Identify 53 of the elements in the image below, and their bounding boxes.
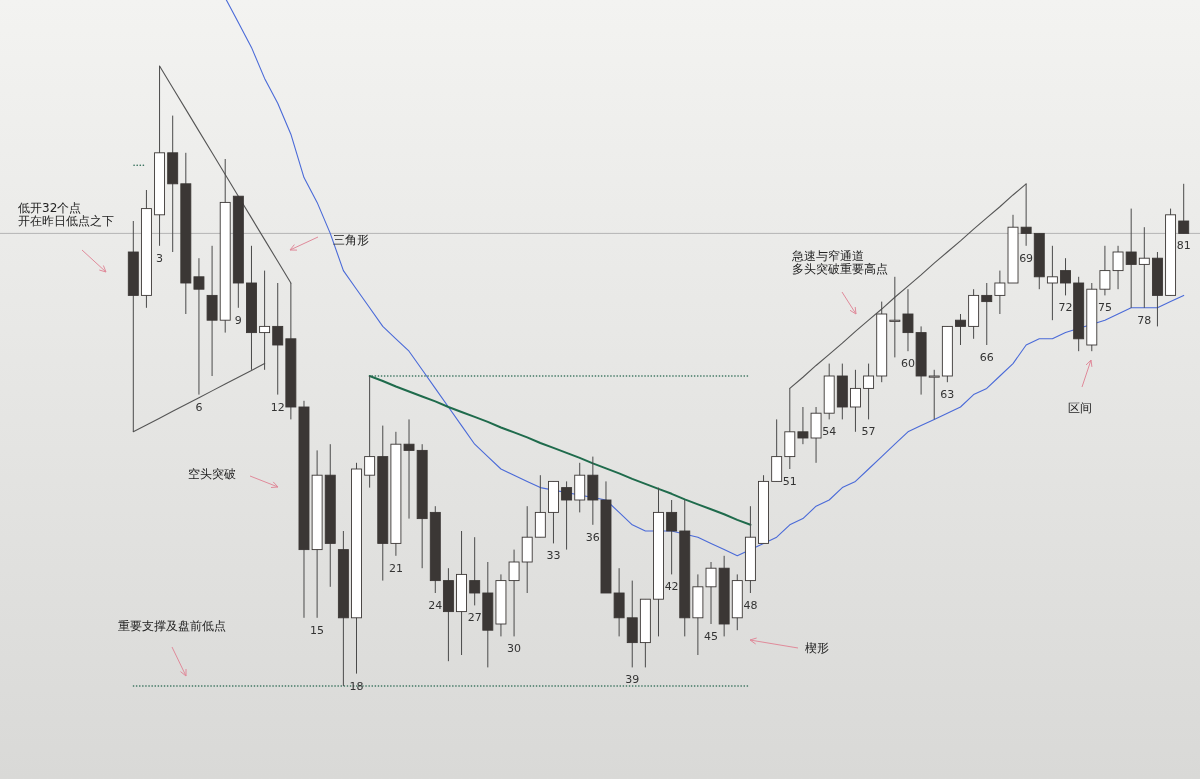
annotation: 空头突破 xyxy=(188,467,236,481)
x-tick-label: 36 xyxy=(585,530,600,544)
annotation: 多头突破重要高点 xyxy=(792,262,888,276)
x-tick-label: 54 xyxy=(822,425,837,439)
text: 开在昨日低点之下 xyxy=(18,214,114,228)
x-tick-label: 3 xyxy=(156,251,164,265)
x-tick-label: 30 xyxy=(507,642,522,656)
annotation: 急速与窄通道 xyxy=(791,249,864,263)
x-tick-label: 81 xyxy=(1176,239,1191,253)
candlestick xyxy=(272,282,284,396)
candlestick xyxy=(561,480,573,551)
x-tick-label: 18 xyxy=(349,679,364,693)
x-tick-label: 27 xyxy=(467,611,482,625)
x-tick-label: 24 xyxy=(428,599,443,612)
candlestick xyxy=(1138,226,1150,309)
x-tick-label: 45 xyxy=(704,630,719,643)
candlestick xyxy=(666,499,678,575)
x-tick-label: 12 xyxy=(270,400,285,414)
candlestick xyxy=(955,313,966,346)
candlestick xyxy=(928,369,940,420)
x-tick-label: 15 xyxy=(310,623,325,637)
candlestick xyxy=(469,536,481,606)
annotation: 重要支撑及盘前低点 xyxy=(118,619,226,633)
x-tick-label: 42 xyxy=(664,580,679,594)
text: 低开32个点 xyxy=(18,201,82,215)
candlestick xyxy=(850,369,861,433)
x-tick-label: 66 xyxy=(979,351,994,364)
candlestick xyxy=(1178,183,1190,234)
x-tick-label: 63 xyxy=(940,388,955,402)
x-tick-label: 75 xyxy=(1097,301,1112,315)
candlestick xyxy=(364,375,376,489)
x-tick-label: 6 xyxy=(195,400,203,414)
candlestick xyxy=(1046,245,1058,321)
candlestick xyxy=(1060,257,1071,296)
annotation: 楔形 xyxy=(805,641,829,655)
x-tick-label: 9 xyxy=(234,313,242,327)
x-tick-label: 51 xyxy=(782,475,797,488)
candlestick xyxy=(863,363,875,420)
x-tick-label: 39 xyxy=(625,673,640,687)
x-tick-label: 48 xyxy=(743,599,758,612)
x-tick-label: 78 xyxy=(1137,313,1152,327)
x-tick-label: 57 xyxy=(861,425,876,439)
x-tick-label: 33 xyxy=(546,549,561,563)
candlestick xyxy=(889,276,901,358)
annotation: 区间 xyxy=(1068,401,1092,415)
x-tick-label: 60 xyxy=(900,357,915,371)
x-tick-label: 21 xyxy=(388,561,403,575)
candlestick xyxy=(193,257,205,396)
candlestick xyxy=(1125,208,1137,309)
candlestick xyxy=(981,282,993,346)
x-tick-label: 72 xyxy=(1058,301,1073,315)
annotation: 三角形 xyxy=(333,233,369,247)
x-tick-label: 69 xyxy=(1019,251,1034,265)
